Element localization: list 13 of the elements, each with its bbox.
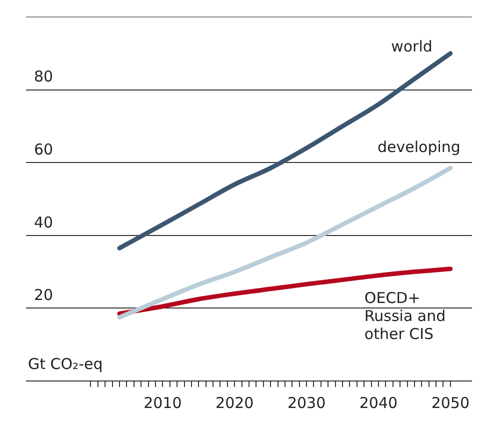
y-tick-label: 80 <box>34 68 54 86</box>
x-tick-label: 2040 <box>359 394 398 412</box>
x-tick-label: 2050 <box>431 394 470 412</box>
y-tick-label: 20 <box>34 286 54 304</box>
series-label: world <box>391 37 432 56</box>
x-tick-label: 2020 <box>216 394 254 412</box>
x-tick-label: 2010 <box>144 394 182 412</box>
x-tick-label: 2030 <box>287 394 326 412</box>
series-label: OECD+ Russia and other CIS <box>364 288 446 343</box>
y-axis-title: Gt CO₂-eq <box>28 354 103 373</box>
series-label: developing <box>377 138 460 156</box>
y-tick-label: 40 <box>34 213 54 232</box>
y-tick-label: 60 <box>34 140 54 158</box>
